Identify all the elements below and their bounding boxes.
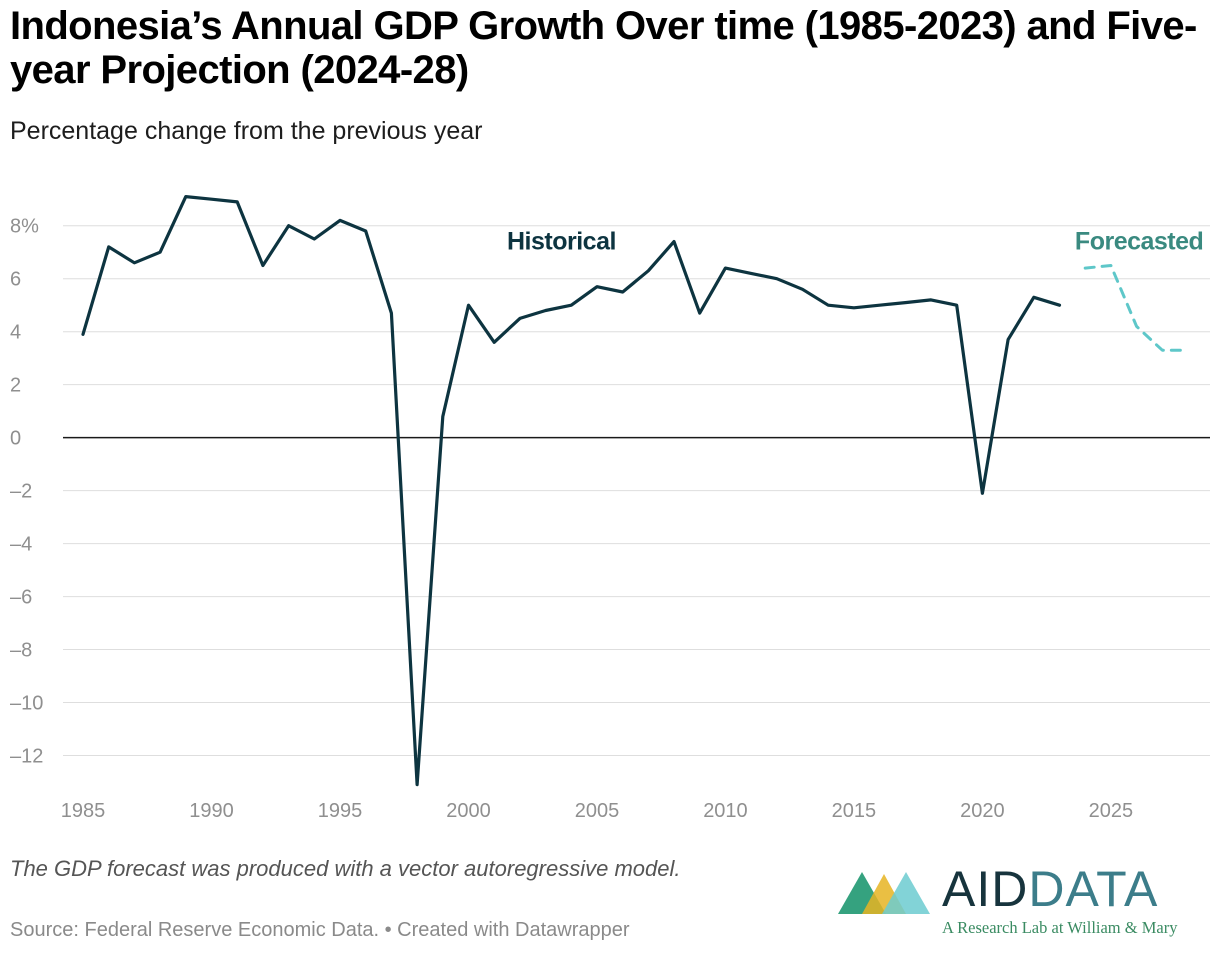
x-tick-label: 2015 bbox=[832, 800, 877, 822]
logo-mountains-icon bbox=[838, 872, 930, 914]
y-tick-label: 0 bbox=[10, 428, 21, 450]
source-credit: Source: Federal Reserve Economic Data. •… bbox=[10, 919, 630, 941]
series-label-historical: Historical bbox=[507, 228, 616, 256]
y-tick-label: –2 bbox=[10, 481, 32, 503]
chart-title: Indonesia’s Annual GDP Growth Over time … bbox=[10, 4, 1197, 92]
y-tick-label: –10 bbox=[10, 693, 43, 715]
series-line-historical bbox=[81, 195, 1062, 787]
x-tick-label: 1990 bbox=[189, 800, 234, 822]
series-labels: Historical Forecasted bbox=[507, 228, 1204, 256]
y-axis-ticks: 8% 6 4 2 0 –2 –4 –6 –8 –10 –12 bbox=[10, 216, 43, 768]
y-tick-label: 8% bbox=[10, 216, 39, 238]
footnote: The GDP forecast was produced with a vec… bbox=[10, 856, 681, 881]
series-label-forecasted: Forecasted bbox=[1075, 228, 1203, 256]
y-tick-label: –4 bbox=[10, 534, 32, 556]
logo-tagline: A Research Lab at William & Mary bbox=[942, 918, 1178, 937]
aiddata-logo: AIDDATA A Research Lab at William & Mary bbox=[838, 861, 1208, 944]
x-tick-label: 1995 bbox=[318, 800, 363, 822]
x-tick-label: 2025 bbox=[1089, 800, 1134, 822]
y-tick-label: 6 bbox=[10, 269, 21, 291]
y-tick-label: –8 bbox=[10, 640, 32, 662]
line-chart: 8% 6 4 2 0 –2 –4 –6 –8 –10 –12 1985 1990 1995 2000 200… bbox=[10, 195, 1210, 822]
x-tick-label: 2010 bbox=[703, 800, 748, 822]
x-tick-label: 1985 bbox=[61, 800, 106, 822]
y-tick-label: –6 bbox=[10, 587, 32, 609]
y-tick-label: 4 bbox=[10, 322, 21, 344]
y-tick-label: 2 bbox=[10, 375, 21, 397]
x-tick-label: 2020 bbox=[960, 800, 1005, 822]
y-tick-label: –12 bbox=[10, 746, 43, 768]
x-axis-ticks: 1985 1990 1995 2000 2005 2010 2015 2020 2025 bbox=[61, 800, 1133, 822]
logo-wordmark: AIDDATA bbox=[942, 861, 1159, 917]
chart-subtitle: Percentage change from the previous year bbox=[10, 117, 483, 145]
gridlines bbox=[63, 225, 1210, 757]
x-tick-label: 2000 bbox=[446, 800, 491, 822]
series-line-forecasted bbox=[1083, 264, 1190, 352]
x-tick-label: 2005 bbox=[575, 800, 620, 822]
series-lines bbox=[81, 195, 1190, 787]
